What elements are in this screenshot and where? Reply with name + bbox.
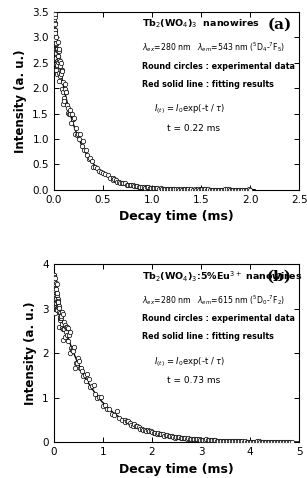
Text: Round circles : experimental data: Round circles : experimental data [142, 62, 295, 71]
Text: $\lambda_{ex}$=280 nm   $\lambda_{em}$=543 nm ($^5$D$_4$-$^7$F$_5$): $\lambda_{ex}$=280 nm $\lambda_{em}$=543… [142, 41, 286, 54]
Text: Tb$_2$(WO$_4$)$_3$:5%Eu$^{3+}$ nanowires: Tb$_2$(WO$_4$)$_3$:5%Eu$^{3+}$ nanowires [142, 270, 302, 284]
Text: $\lambda_{ex}$=280 nm   $\lambda_{em}$=615 nm ($^5$D$_0$-$^7$F$_2$): $\lambda_{ex}$=280 nm $\lambda_{em}$=615… [142, 293, 286, 307]
Text: Round circles : experimental data: Round circles : experimental data [142, 314, 295, 323]
Text: $I_{(t)}$ = $I_0$exp(-t / $\tau$): $I_{(t)}$ = $I_0$exp(-t / $\tau$) [154, 355, 226, 369]
X-axis label: Decay time (ms): Decay time (ms) [119, 210, 234, 223]
Text: (b): (b) [267, 270, 292, 284]
Text: Tb$_2$(WO$_4$)$_3$  nanowires: Tb$_2$(WO$_4$)$_3$ nanowires [142, 17, 260, 30]
Text: (a): (a) [268, 17, 292, 31]
Y-axis label: Intensity (a. u.): Intensity (a. u.) [24, 302, 37, 405]
Text: Red solid line : fitting results: Red solid line : fitting results [142, 332, 274, 341]
Text: t = 0.73 ms: t = 0.73 ms [167, 376, 220, 385]
Text: $I_{(t)}$ = $I_0$exp(-t / $\tau$): $I_{(t)}$ = $I_0$exp(-t / $\tau$) [154, 103, 226, 117]
Text: t = 0.22 ms: t = 0.22 ms [167, 124, 220, 133]
Y-axis label: Intensity (a. u.): Intensity (a. u.) [14, 49, 27, 152]
X-axis label: Decay time (ms): Decay time (ms) [119, 463, 234, 476]
Text: Red solid line : fitting results: Red solid line : fitting results [142, 79, 274, 88]
